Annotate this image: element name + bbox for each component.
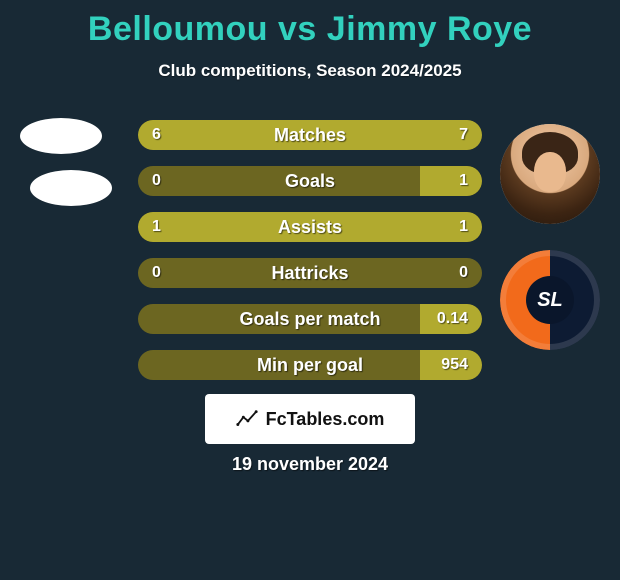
stat-fill-right <box>420 304 482 334</box>
comparison-infographic: Belloumou vs Jimmy Roye Club competition… <box>0 0 620 580</box>
club2-center-text: SL <box>526 276 574 324</box>
stat-row: 954Min per goal <box>138 350 482 380</box>
stat-value-right: 0 <box>459 258 468 288</box>
stat-rows: 67Matches01Goals11Assists00Hattricks0.14… <box>138 120 482 396</box>
player2-club-badge: SL <box>500 250 600 350</box>
player1-avatar <box>20 118 102 154</box>
stat-value-left: 0 <box>152 166 161 196</box>
stat-fill-right <box>420 166 482 196</box>
club2-badge-graphic: SL <box>500 250 600 350</box>
player2-avatar <box>500 124 600 224</box>
stat-value-left: 0 <box>152 258 161 288</box>
stat-fill-right <box>310 212 482 242</box>
brand-text: FcTables.com <box>266 409 385 430</box>
stat-row: 11Assists <box>138 212 482 242</box>
stat-fill-left <box>138 120 296 150</box>
brand-badge: FcTables.com <box>205 394 415 444</box>
date-text: 19 november 2024 <box>0 454 620 475</box>
page-subtitle: Club competitions, Season 2024/2025 <box>0 61 620 81</box>
stat-row: 01Goals <box>138 166 482 196</box>
stat-fill-left <box>138 212 310 242</box>
page-title: Belloumou vs Jimmy Roye <box>0 0 620 49</box>
player2-face-graphic <box>500 124 600 224</box>
player1-club-badge <box>30 170 112 206</box>
chart-icon <box>236 408 258 430</box>
stat-fill-right <box>296 120 482 150</box>
stat-fill-right <box>420 350 482 380</box>
stat-row: 0.14Goals per match <box>138 304 482 334</box>
stat-row: 0 0Hattricks <box>138 258 482 288</box>
stat-row: 67Matches <box>138 120 482 150</box>
stat-label: Hattricks <box>138 258 482 288</box>
